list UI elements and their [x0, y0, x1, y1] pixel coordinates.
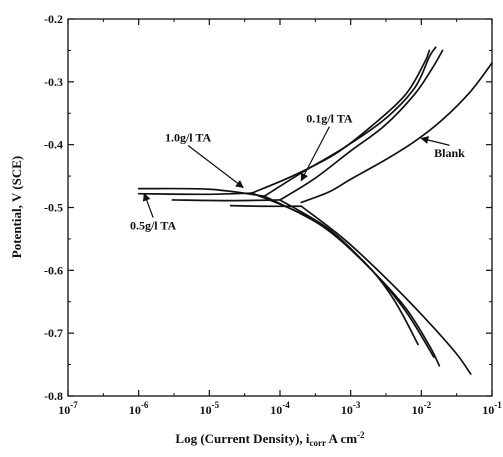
- y-tick-label: -0.7: [44, 326, 63, 340]
- x-tick-base: 10: [129, 403, 141, 417]
- series-0-5g-l-ta: [137, 49, 431, 346]
- series-1-0g-l-ta-cathodic-line: [263, 195, 435, 358]
- series-0-5g-l-ta-cathodic-line: [251, 192, 419, 346]
- x-tick-label: 10-7: [58, 400, 78, 417]
- annotation-arrow-1-0g-l-ta: [187, 145, 244, 188]
- series-0-1g-l-ta-baseline-line: [171, 199, 281, 202]
- y-tick-label: -0.6: [44, 263, 63, 277]
- x-axis-title-sup: -2: [357, 430, 365, 440]
- x-tick-label: 10-3: [341, 400, 361, 417]
- x-tick-base: 10: [200, 403, 212, 417]
- annotation-arrow-0-1g-l-ta: [300, 126, 330, 182]
- annotation-label-0-1g-l-ta: 0.1g/l TA: [306, 112, 353, 126]
- series-blank-cathodic-line: [300, 205, 472, 375]
- x-tick-exponent: -6: [141, 400, 149, 410]
- x-tick-label: 10-4: [270, 400, 290, 417]
- series-0-1g-l-ta-anodic-line: [279, 49, 444, 201]
- annotation-label-1-0g-l-ta: 1.0g/l TA: [165, 131, 212, 145]
- y-tick-label: -0.4: [44, 138, 63, 152]
- series-1-0g-l-ta-baseline-line: [137, 187, 266, 198]
- series-layer: [137, 46, 493, 375]
- y-tick-label: -0.8: [44, 389, 63, 403]
- y-axis: -0.8 -0.7 -0.6 -0.5 -0.4 -0.3 -0.2: [44, 12, 492, 403]
- x-axis-title-unit: A cm: [326, 431, 357, 446]
- annotation-arrow-0-5g-l-ta: [142, 192, 154, 218]
- x-axis-title-sub: corr: [310, 438, 326, 448]
- x-tick-exponent: -5: [212, 400, 220, 410]
- x-axis-title: Log (Current Density), icorr A cm-2: [175, 430, 365, 448]
- x-tick-label: 10-5: [200, 400, 220, 417]
- y-tick-label: -0.3: [44, 75, 63, 89]
- y-tick-label: -0.5: [44, 201, 63, 215]
- y-axis-title: Potential, V (SCE): [9, 156, 24, 258]
- x-tick-exponent: -1: [494, 400, 502, 410]
- x-axis: 10-7 10-6 10-5 10-4 10-3 10-2 10-1: [58, 19, 502, 417]
- series-0-5g-l-ta-anodic-line: [251, 49, 431, 194]
- x-tick-base: 10: [341, 403, 353, 417]
- x-tick-base: 10: [482, 403, 494, 417]
- x-tick-base: 10: [270, 403, 282, 417]
- x-tick-exponent: -7: [70, 400, 78, 410]
- x-tick-base: 10: [412, 403, 424, 417]
- series-0-5g-l-ta-baseline-line: [137, 192, 253, 196]
- x-tick-exponent: -4: [282, 400, 290, 410]
- series-1-0g-l-ta: [137, 46, 437, 358]
- x-tick-exponent: -3: [353, 400, 361, 410]
- x-axis-title-main: Log (Current Density), i: [175, 431, 309, 446]
- series-blank: [229, 62, 493, 375]
- x-tick-exponent: -2: [424, 400, 432, 410]
- x-tick-label: 10-6: [129, 400, 149, 417]
- annotation-arrow-blank: [420, 136, 450, 146]
- y-tick-label: -0.2: [44, 12, 63, 26]
- x-tick-label: 10-1: [482, 400, 502, 417]
- series-blank-anodic-line: [300, 62, 493, 204]
- annotation-label-0-5g-l-ta: 0.5g/l TA: [130, 218, 177, 232]
- annotation-layer: 0.1g/l TA 1.0g/l TA Blank 0.5g/l TA: [130, 112, 465, 233]
- x-tick-base: 10: [58, 403, 70, 417]
- x-tick-label: 10-2: [412, 400, 432, 417]
- annotation-label-blank: Blank: [434, 146, 465, 160]
